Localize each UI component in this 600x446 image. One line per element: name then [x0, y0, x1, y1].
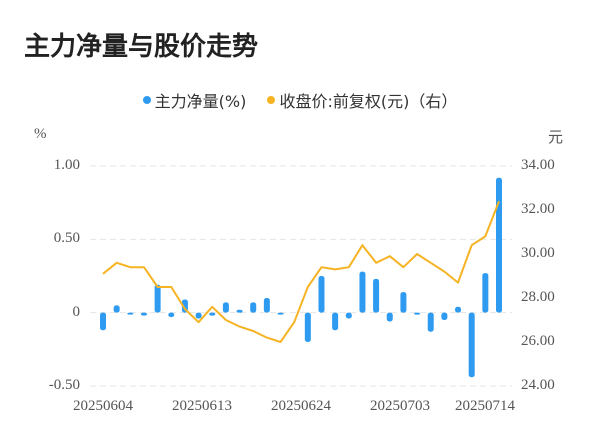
x-tick: 20250624 — [271, 398, 331, 414]
right-tick: 26.00 — [521, 333, 555, 349]
close-price-line — [102, 200, 500, 343]
left-tick: 1.00 — [53, 157, 80, 173]
right-tick: 24.00 — [521, 377, 555, 393]
left-axis-unit: % — [34, 126, 47, 142]
left-tick: 0 — [72, 304, 81, 320]
gridlines — [90, 165, 512, 387]
chart-title: 主力净量与股价走势 — [24, 32, 259, 62]
right-tick: 30.00 — [521, 245, 555, 261]
right-axis-unit: 元 — [548, 130, 564, 146]
x-tick: 20250703 — [370, 398, 430, 414]
x-tick: 20250613 — [172, 398, 232, 414]
chart-legend: 主力净量(%) 收盘价:前复权(元)（右） — [0, 88, 600, 112]
net-volume-bars — [100, 177, 502, 378]
legend-dot-icon — [267, 96, 276, 104]
x-tick: 20250714 — [455, 398, 515, 414]
legend-label: 收盘价:前复权(元)（右） — [279, 92, 458, 111]
right-tick: 34.00 — [521, 157, 555, 173]
left-tick: 0.50 — [53, 230, 80, 246]
right-tick: 32.00 — [521, 201, 555, 217]
left-tick: -0.50 — [48, 377, 80, 393]
right-tick: 28.00 — [521, 289, 555, 305]
legend-label: 主力净量(%) — [154, 92, 247, 111]
x-tick: 20250604 — [73, 398, 133, 414]
legend-item-net-volume[interactable]: 主力净量(%) — [142, 88, 247, 112]
legend-item-close-price[interactable]: 收盘价:前复权(元)（右） — [267, 88, 457, 112]
legend-dot-icon — [142, 96, 151, 104]
